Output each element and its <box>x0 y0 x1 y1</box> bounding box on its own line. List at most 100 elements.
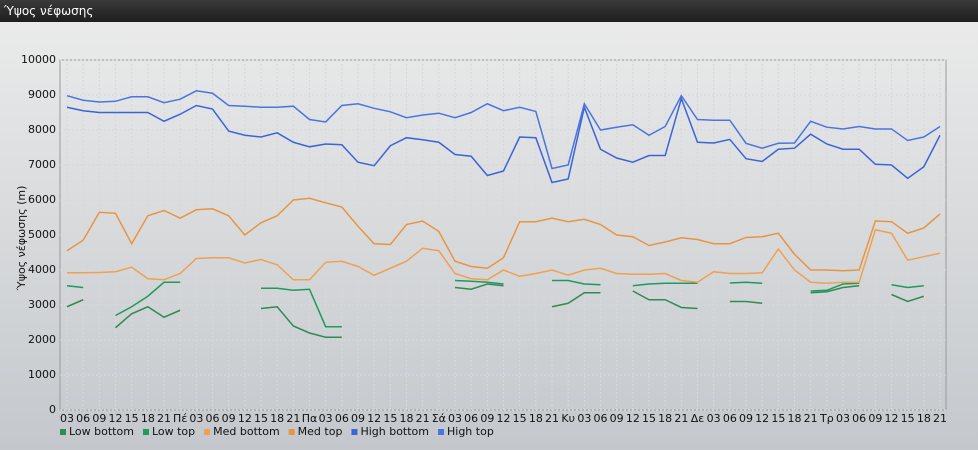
x-tick-label: 06 <box>464 412 478 425</box>
x-tick-label: 21 <box>545 412 559 425</box>
x-tick-label: 09 <box>868 412 882 425</box>
series-line <box>632 290 698 310</box>
x-tick-label: 21 <box>933 412 947 425</box>
x-tick-label: Τρ <box>819 412 834 425</box>
legend-label: High top <box>447 425 494 438</box>
y-tick-label: 0 <box>49 403 56 416</box>
series-line <box>891 283 924 289</box>
x-tick-label: 15 <box>383 412 397 425</box>
x-tick-label: 15 <box>901 412 915 425</box>
y-tick-label: 3000 <box>28 298 56 311</box>
x-tick-label: 03 <box>577 412 591 425</box>
x-tick-label: 15 <box>125 412 139 425</box>
x-tick-label: 09 <box>739 412 753 425</box>
x-tick-label: 18 <box>917 412 931 425</box>
legend-marker <box>60 429 66 435</box>
series-line <box>729 300 763 304</box>
series-line <box>810 285 860 294</box>
chart: Ύψος νέφωσης (m) 0 1000 2000 3000 4000 5000 60… <box>15 53 947 438</box>
x-tick-label: 18 <box>529 412 543 425</box>
x-tick-label: 12 <box>238 412 252 425</box>
x-tick-label: 15 <box>254 412 268 425</box>
y-tick-label: 10000 <box>21 53 56 66</box>
y-tick-label: 2000 <box>28 333 56 346</box>
x-tick-label: 18 <box>270 412 284 425</box>
x-tick-label: 06 <box>335 412 349 425</box>
y-tick-label: 7000 <box>28 158 56 171</box>
series-line <box>810 282 860 292</box>
x-tick-label: 21 <box>157 412 171 425</box>
x-tick-label: 03 <box>707 412 721 425</box>
series-line <box>66 96 941 184</box>
x-tick-label: 12 <box>367 412 381 425</box>
x-tick-label: 15 <box>771 412 785 425</box>
legend-label: Low top <box>152 425 195 438</box>
series-line <box>115 305 181 329</box>
x-tick-label: 21 <box>674 412 688 425</box>
x-tick-label: 18 <box>141 412 155 425</box>
x-tick-label: 09 <box>222 412 236 425</box>
x-tick-label: Πα <box>302 412 318 425</box>
legend-marker <box>288 429 295 435</box>
series-line <box>66 299 84 308</box>
y-axis-label: Ύψος νέφωσης (m) <box>15 186 28 292</box>
x-tick-label: Πέ <box>173 412 187 425</box>
x-tick-label: 09 <box>351 412 365 425</box>
x-tick-label: Σά <box>432 412 446 425</box>
legend-marker <box>142 429 149 435</box>
y-tick-label: 5000 <box>28 228 56 241</box>
x-tick-label: Δε <box>691 412 705 425</box>
x-tick-label: 09 <box>92 412 106 425</box>
x-tick-label: 18 <box>788 412 802 425</box>
x-tick-label: 03 <box>836 412 850 425</box>
x-tick-label: 15 <box>513 412 527 425</box>
x-tick-label: 06 <box>76 412 90 425</box>
x-tick-label: Κυ <box>561 412 575 425</box>
series-line <box>260 305 342 338</box>
x-tick-label: 21 <box>416 412 430 425</box>
series-line <box>66 285 84 289</box>
x-tick-label: 15 <box>642 412 656 425</box>
series-line <box>891 293 925 303</box>
x-tick-label: 03 <box>448 412 462 425</box>
x-tick-label: 06 <box>594 412 608 425</box>
series-line <box>66 197 941 272</box>
x-tick-label: 12 <box>885 412 899 425</box>
x-tick-label: 21 <box>286 412 300 425</box>
x-tick-label: 03 <box>319 412 333 425</box>
y-tick-label: 8000 <box>28 123 56 136</box>
series-line <box>729 281 763 285</box>
series-line <box>66 90 941 170</box>
legend-label: Med bottom <box>213 425 280 438</box>
title-bar: Ύψος νέφωσης <box>0 0 978 22</box>
x-tick-label: 09 <box>610 412 624 425</box>
x-tick-label: 12 <box>755 412 769 425</box>
y-tick-label: 6000 <box>28 193 56 206</box>
x-tick-label: 12 <box>109 412 123 425</box>
legend-marker <box>438 429 444 435</box>
y-tick-label: 1000 <box>28 368 56 381</box>
series-line <box>454 279 504 285</box>
x-tick-label: 06 <box>206 412 220 425</box>
legend-label: Med top <box>298 425 343 438</box>
series-line <box>552 279 601 286</box>
legend-label: Low bottom <box>69 425 134 438</box>
series-line <box>454 283 504 291</box>
x-tick-label: 06 <box>723 412 737 425</box>
x-tick-label: 18 <box>658 412 672 425</box>
x-tick-label: 12 <box>626 412 640 425</box>
y-tick-label: 4000 <box>28 263 56 276</box>
series-line <box>551 292 601 308</box>
x-tick-label: 03 <box>189 412 203 425</box>
x-tick-label: 03 <box>60 412 74 425</box>
legend-marker <box>351 429 358 435</box>
series-line <box>67 228 941 285</box>
series-line <box>115 281 181 317</box>
x-tick-label: 09 <box>480 412 494 425</box>
x-tick-label: 18 <box>400 412 414 425</box>
legend-marker <box>204 429 211 435</box>
series-line <box>261 287 342 328</box>
x-tick-label: 12 <box>497 412 511 425</box>
x-tick-label: 06 <box>852 412 866 425</box>
